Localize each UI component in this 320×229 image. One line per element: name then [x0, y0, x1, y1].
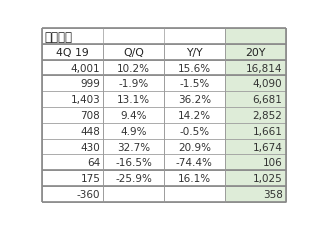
Bar [43, 123, 103, 139]
Bar [43, 139, 103, 155]
Bar [225, 60, 285, 76]
Bar [103, 45, 164, 60]
Text: -16.5%: -16.5% [115, 158, 152, 168]
Bar [225, 76, 285, 92]
Bar [103, 108, 164, 123]
Text: 4.9%: 4.9% [120, 126, 147, 136]
Text: -1.9%: -1.9% [118, 79, 149, 89]
Text: -1.5%: -1.5% [179, 79, 210, 89]
Text: -25.9%: -25.9% [115, 173, 152, 183]
Bar [43, 60, 103, 76]
Bar [225, 139, 285, 155]
Bar [43, 171, 103, 186]
Bar [164, 171, 225, 186]
Bar [164, 76, 225, 92]
Bar [164, 139, 225, 155]
Text: 2,852: 2,852 [253, 110, 283, 120]
Bar [43, 186, 103, 202]
Text: 13.1%: 13.1% [117, 95, 150, 105]
Text: 4Q 19: 4Q 19 [57, 48, 89, 57]
Text: 106: 106 [263, 158, 283, 168]
Bar [164, 123, 225, 139]
Text: 16.1%: 16.1% [178, 173, 211, 183]
Text: 15.6%: 15.6% [178, 63, 211, 73]
Bar [43, 92, 103, 108]
Text: 16,814: 16,814 [246, 63, 283, 73]
Text: 1,674: 1,674 [253, 142, 283, 152]
Text: 708: 708 [81, 110, 100, 120]
Text: 358: 358 [263, 189, 283, 199]
Text: 36.2%: 36.2% [178, 95, 211, 105]
Bar [103, 155, 164, 171]
Text: 1,025: 1,025 [253, 173, 283, 183]
Text: -0.5%: -0.5% [179, 126, 210, 136]
Text: 430: 430 [81, 142, 100, 152]
Bar [164, 186, 225, 202]
Bar [43, 76, 103, 92]
Bar [103, 186, 164, 202]
Bar [164, 92, 225, 108]
Bar [43, 108, 103, 123]
Bar [164, 60, 225, 76]
Bar [225, 92, 285, 108]
Bar [225, 186, 285, 202]
Bar [43, 29, 225, 45]
Text: 9.4%: 9.4% [120, 110, 147, 120]
Text: 1,661: 1,661 [253, 126, 283, 136]
Bar [103, 60, 164, 76]
Text: 20Y: 20Y [245, 48, 265, 57]
Bar [225, 108, 285, 123]
Text: Y/Y: Y/Y [186, 48, 203, 57]
Text: 14.2%: 14.2% [178, 110, 211, 120]
Bar [103, 139, 164, 155]
Text: 1,403: 1,403 [70, 95, 100, 105]
Text: 10.2%: 10.2% [117, 63, 150, 73]
Bar [103, 171, 164, 186]
Text: Q/Q: Q/Q [123, 48, 144, 57]
Text: 분기실적: 분기실적 [44, 30, 72, 44]
Bar [43, 155, 103, 171]
Bar [43, 45, 103, 60]
Bar [225, 123, 285, 139]
Text: -74.4%: -74.4% [176, 158, 213, 168]
Bar [164, 45, 225, 60]
Bar [225, 155, 285, 171]
Text: 4,090: 4,090 [253, 79, 283, 89]
Bar [225, 29, 285, 45]
Text: 64: 64 [87, 158, 100, 168]
Bar [225, 171, 285, 186]
Text: 448: 448 [80, 126, 100, 136]
Text: 999: 999 [80, 79, 100, 89]
Bar [164, 108, 225, 123]
Bar [103, 123, 164, 139]
Text: 175: 175 [80, 173, 100, 183]
Bar [103, 76, 164, 92]
Bar [164, 155, 225, 171]
Text: 4,001: 4,001 [71, 63, 100, 73]
Text: 20.9%: 20.9% [178, 142, 211, 152]
Text: 6,681: 6,681 [253, 95, 283, 105]
Text: 32.7%: 32.7% [117, 142, 150, 152]
Bar [225, 45, 285, 60]
Text: -360: -360 [77, 189, 100, 199]
Bar [103, 92, 164, 108]
